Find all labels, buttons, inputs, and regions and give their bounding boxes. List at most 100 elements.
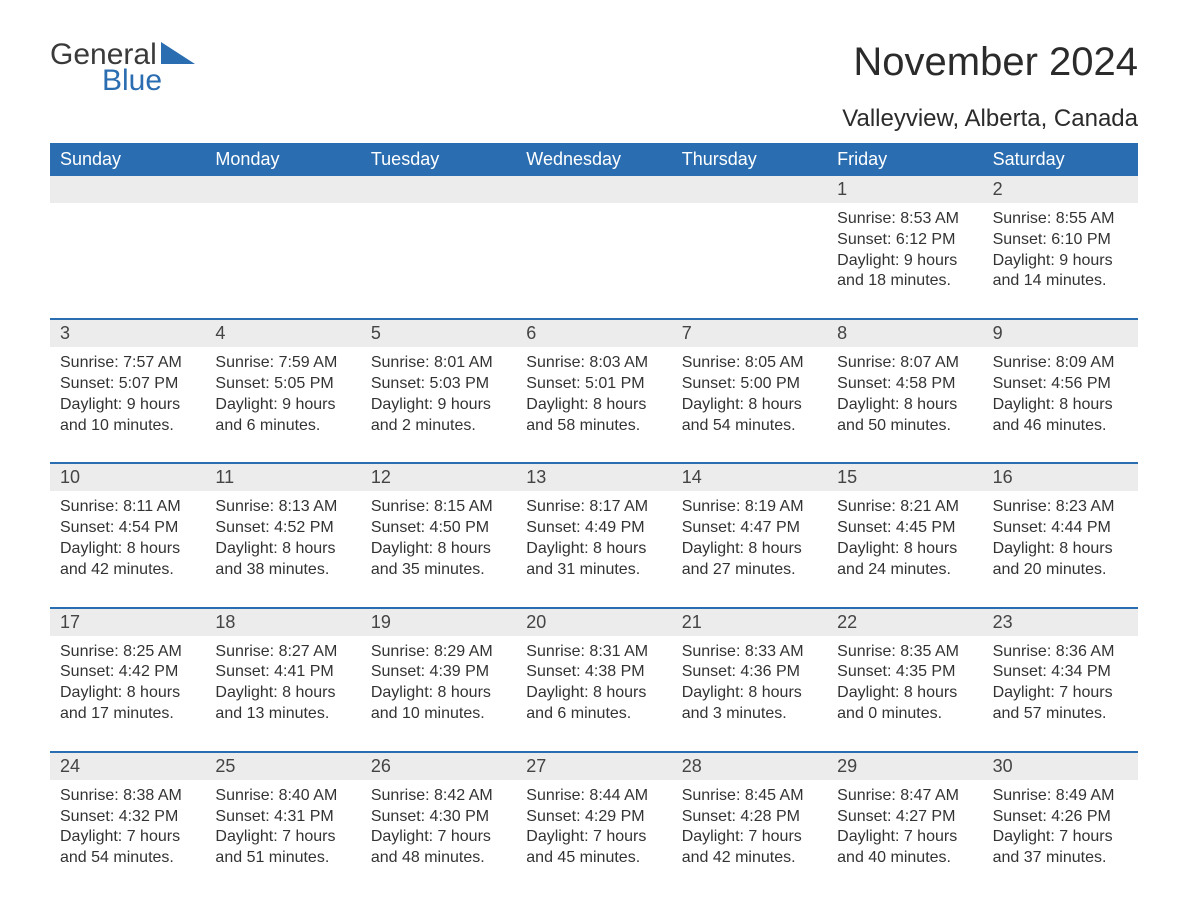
sunrise-text: Sunrise: 8:27 AM bbox=[215, 642, 350, 663]
day-cell: Sunrise: 8:47 AMSunset: 4:27 PMDaylight:… bbox=[827, 780, 982, 869]
daylight1-text: Daylight: 9 hours bbox=[215, 395, 350, 416]
daylight1-text: Daylight: 7 hours bbox=[215, 827, 350, 848]
daylight2-text: and 20 minutes. bbox=[993, 560, 1128, 581]
sunset-text: Sunset: 4:30 PM bbox=[371, 807, 506, 828]
day-number: 18 bbox=[205, 609, 360, 636]
calendar: SundayMondayTuesdayWednesdayThursdayFrid… bbox=[50, 143, 1138, 869]
sunrise-text: Sunrise: 8:11 AM bbox=[60, 497, 195, 518]
daylight2-text: and 35 minutes. bbox=[371, 560, 506, 581]
day-cell: Sunrise: 8:44 AMSunset: 4:29 PMDaylight:… bbox=[516, 780, 671, 869]
day-header: Friday bbox=[827, 143, 982, 176]
sunrise-text: Sunrise: 8:19 AM bbox=[682, 497, 817, 518]
sunset-text: Sunset: 4:49 PM bbox=[526, 518, 661, 539]
daylight2-text: and 50 minutes. bbox=[837, 416, 972, 437]
day-body-row: Sunrise: 8:11 AMSunset: 4:54 PMDaylight:… bbox=[50, 491, 1138, 580]
sunset-text: Sunset: 4:41 PM bbox=[215, 662, 350, 683]
day-number-row: 24252627282930 bbox=[50, 753, 1138, 780]
sunset-text: Sunset: 4:31 PM bbox=[215, 807, 350, 828]
daylight1-text: Daylight: 7 hours bbox=[60, 827, 195, 848]
day-number bbox=[205, 176, 360, 203]
daylight1-text: Daylight: 7 hours bbox=[993, 827, 1128, 848]
sunrise-text: Sunrise: 8:31 AM bbox=[526, 642, 661, 663]
sunrise-text: Sunrise: 8:17 AM bbox=[526, 497, 661, 518]
week: 10111213141516Sunrise: 8:11 AMSunset: 4:… bbox=[50, 462, 1138, 580]
daylight1-text: Daylight: 8 hours bbox=[993, 395, 1128, 416]
daylight2-text: and 2 minutes. bbox=[371, 416, 506, 437]
weeks-container: 12Sunrise: 8:53 AMSunset: 6:12 PMDayligh… bbox=[50, 176, 1138, 869]
daylight1-text: Daylight: 8 hours bbox=[371, 539, 506, 560]
sunset-text: Sunset: 6:10 PM bbox=[993, 230, 1128, 251]
sunrise-text: Sunrise: 8:40 AM bbox=[215, 786, 350, 807]
day-cell: Sunrise: 8:35 AMSunset: 4:35 PMDaylight:… bbox=[827, 636, 982, 725]
sunrise-text: Sunrise: 8:05 AM bbox=[682, 353, 817, 374]
daylight1-text: Daylight: 8 hours bbox=[60, 539, 195, 560]
daylight2-text: and 10 minutes. bbox=[371, 704, 506, 725]
day-cell bbox=[516, 203, 671, 292]
day-cell bbox=[672, 203, 827, 292]
sunset-text: Sunset: 4:29 PM bbox=[526, 807, 661, 828]
week: 12Sunrise: 8:53 AMSunset: 6:12 PMDayligh… bbox=[50, 176, 1138, 292]
sunrise-text: Sunrise: 8:23 AM bbox=[993, 497, 1128, 518]
day-header: Sunday bbox=[50, 143, 205, 176]
daylight1-text: Daylight: 8 hours bbox=[837, 395, 972, 416]
sunrise-text: Sunrise: 8:45 AM bbox=[682, 786, 817, 807]
day-number: 5 bbox=[361, 320, 516, 347]
day-cell: Sunrise: 7:59 AMSunset: 5:05 PMDaylight:… bbox=[205, 347, 360, 436]
sunset-text: Sunset: 4:36 PM bbox=[682, 662, 817, 683]
day-cell: Sunrise: 8:13 AMSunset: 4:52 PMDaylight:… bbox=[205, 491, 360, 580]
daylight1-text: Daylight: 8 hours bbox=[682, 539, 817, 560]
sunrise-text: Sunrise: 8:44 AM bbox=[526, 786, 661, 807]
day-number: 8 bbox=[827, 320, 982, 347]
day-cell: Sunrise: 8:01 AMSunset: 5:03 PMDaylight:… bbox=[361, 347, 516, 436]
day-cell: Sunrise: 8:29 AMSunset: 4:39 PMDaylight:… bbox=[361, 636, 516, 725]
day-cell: Sunrise: 8:05 AMSunset: 5:00 PMDaylight:… bbox=[672, 347, 827, 436]
sunrise-text: Sunrise: 8:13 AM bbox=[215, 497, 350, 518]
day-number: 20 bbox=[516, 609, 671, 636]
daylight1-text: Daylight: 9 hours bbox=[371, 395, 506, 416]
daylight1-text: Daylight: 8 hours bbox=[215, 539, 350, 560]
day-header: Monday bbox=[205, 143, 360, 176]
sunset-text: Sunset: 6:12 PM bbox=[837, 230, 972, 251]
daylight2-text: and 58 minutes. bbox=[526, 416, 661, 437]
day-number: 22 bbox=[827, 609, 982, 636]
day-number: 25 bbox=[205, 753, 360, 780]
day-number: 11 bbox=[205, 464, 360, 491]
sunrise-text: Sunrise: 8:07 AM bbox=[837, 353, 972, 374]
week: 3456789Sunrise: 7:57 AMSunset: 5:07 PMDa… bbox=[50, 318, 1138, 436]
sunset-text: Sunset: 4:34 PM bbox=[993, 662, 1128, 683]
sunset-text: Sunset: 4:54 PM bbox=[60, 518, 195, 539]
daylight1-text: Daylight: 7 hours bbox=[993, 683, 1128, 704]
day-number: 16 bbox=[983, 464, 1138, 491]
sunset-text: Sunset: 4:44 PM bbox=[993, 518, 1128, 539]
day-cell: Sunrise: 8:55 AMSunset: 6:10 PMDaylight:… bbox=[983, 203, 1138, 292]
day-body-row: Sunrise: 8:38 AMSunset: 4:32 PMDaylight:… bbox=[50, 780, 1138, 869]
sunset-text: Sunset: 4:32 PM bbox=[60, 807, 195, 828]
sunrise-text: Sunrise: 8:01 AM bbox=[371, 353, 506, 374]
day-cell: Sunrise: 8:36 AMSunset: 4:34 PMDaylight:… bbox=[983, 636, 1138, 725]
sunset-text: Sunset: 4:45 PM bbox=[837, 518, 972, 539]
sunrise-text: Sunrise: 8:29 AM bbox=[371, 642, 506, 663]
day-number: 3 bbox=[50, 320, 205, 347]
daylight2-text: and 38 minutes. bbox=[215, 560, 350, 581]
daylight2-text: and 57 minutes. bbox=[993, 704, 1128, 725]
sunset-text: Sunset: 5:05 PM bbox=[215, 374, 350, 395]
day-cell: Sunrise: 8:40 AMSunset: 4:31 PMDaylight:… bbox=[205, 780, 360, 869]
day-number: 28 bbox=[672, 753, 827, 780]
day-number: 30 bbox=[983, 753, 1138, 780]
day-number: 15 bbox=[827, 464, 982, 491]
daylight1-text: Daylight: 8 hours bbox=[371, 683, 506, 704]
day-number bbox=[672, 176, 827, 203]
day-number-row: 10111213141516 bbox=[50, 464, 1138, 491]
daylight1-text: Daylight: 8 hours bbox=[215, 683, 350, 704]
day-number bbox=[516, 176, 671, 203]
day-cell: Sunrise: 8:49 AMSunset: 4:26 PMDaylight:… bbox=[983, 780, 1138, 869]
logo: General Blue bbox=[50, 40, 195, 96]
day-cell: Sunrise: 8:25 AMSunset: 4:42 PMDaylight:… bbox=[50, 636, 205, 725]
daylight2-text: and 3 minutes. bbox=[682, 704, 817, 725]
sunrise-text: Sunrise: 8:47 AM bbox=[837, 786, 972, 807]
sunrise-text: Sunrise: 8:49 AM bbox=[993, 786, 1128, 807]
daylight2-text: and 48 minutes. bbox=[371, 848, 506, 869]
day-number-row: 3456789 bbox=[50, 320, 1138, 347]
day-number: 17 bbox=[50, 609, 205, 636]
sunset-text: Sunset: 4:50 PM bbox=[371, 518, 506, 539]
